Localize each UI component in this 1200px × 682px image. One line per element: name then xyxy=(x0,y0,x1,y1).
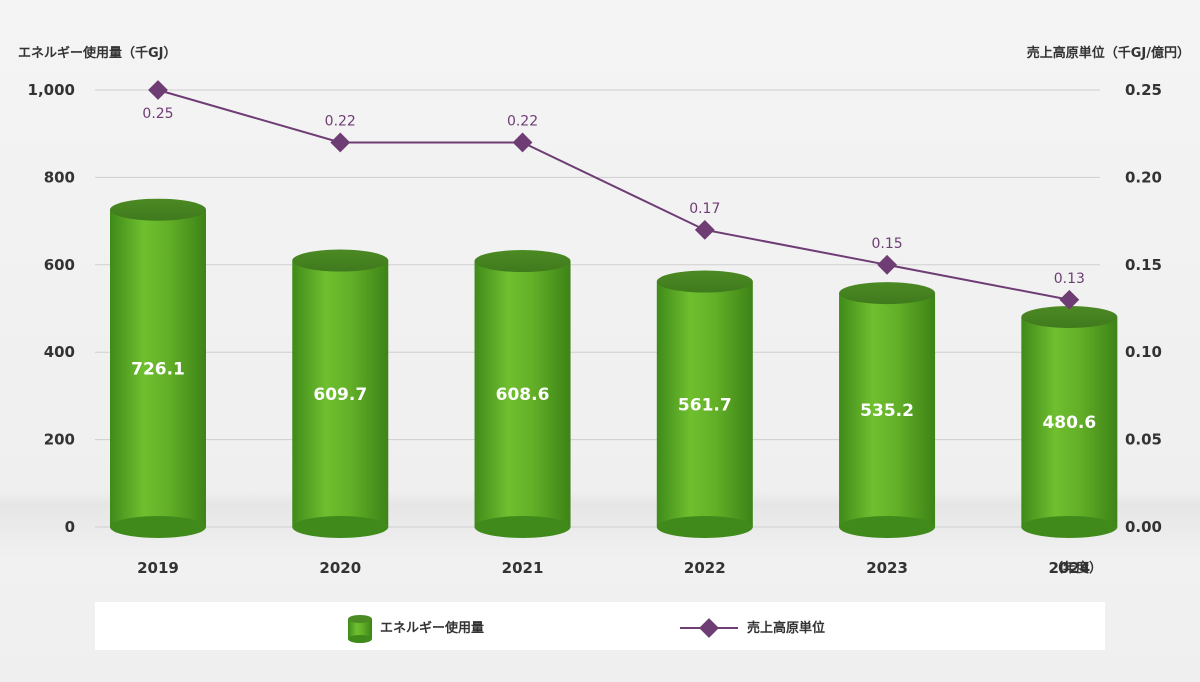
left-axis-title: エネルギー使用量（千GJ） xyxy=(18,45,177,61)
bar-2021: 608.6 xyxy=(474,250,571,538)
bar-value-label: 608.6 xyxy=(496,385,550,405)
bar-value-label: 609.7 xyxy=(313,385,367,405)
right-axis: 0.00 0.05 0.10 0.15 0.20 0.25 xyxy=(1125,81,1162,536)
grid-lines xyxy=(95,89,1100,528)
legend-label-energy: エネルギー使用量 xyxy=(380,620,484,636)
x-tick-label: 2023 xyxy=(866,559,908,577)
x-tick-label: 2019 xyxy=(137,559,179,577)
left-tick-label: 200 xyxy=(44,431,75,449)
line-value-label: 0.15 xyxy=(871,236,902,252)
left-tick-label: 600 xyxy=(44,256,75,274)
bar-2024: 480.6 xyxy=(1021,305,1118,538)
legend-item-intensity: 売上高原単位 xyxy=(680,618,825,638)
line-point-2021 xyxy=(512,132,533,153)
legend: エネルギー使用量 売上高原単位 xyxy=(95,602,1105,650)
intensity-line xyxy=(157,89,1070,301)
legend-item-energy: エネルギー使用量 xyxy=(348,615,484,643)
left-tick-label: 400 xyxy=(44,343,75,361)
right-tick-label: 0.05 xyxy=(1125,431,1162,449)
left-tick-label: 800 xyxy=(44,168,75,186)
line-point-2024 xyxy=(1059,289,1080,310)
bar-value-label: 561.7 xyxy=(678,395,732,415)
line-value-label: 0.22 xyxy=(325,113,356,129)
line-value-label: 0.17 xyxy=(689,201,720,217)
right-axis-title: 売上高原単位（千GJ/億円） xyxy=(1027,45,1190,61)
x-tick-label: 2022 xyxy=(684,559,726,577)
x-axis-unit: （年度） xyxy=(1050,560,1102,576)
bar-series: 726.1 609.7 608.6 561.7 535.2 480.6 xyxy=(110,198,1118,538)
legend-cylinder-icon xyxy=(348,615,372,643)
bar-2019: 726.1 xyxy=(110,198,206,538)
line-series: 0.25 0.22 0.22 0.17 0.15 0.13 xyxy=(142,80,1085,310)
right-tick-label: 0.15 xyxy=(1125,256,1162,274)
bar-value-label: 480.6 xyxy=(1042,413,1096,433)
line-point-2023 xyxy=(877,254,897,275)
bar-2020: 609.7 xyxy=(292,249,389,538)
x-tick-label: 2021 xyxy=(502,559,544,577)
line-value-label: 0.13 xyxy=(1054,271,1085,287)
line-point-2020 xyxy=(330,132,351,153)
right-tick-label: 0.25 xyxy=(1125,81,1162,99)
legend-diamond-icon xyxy=(699,618,719,638)
left-tick-label: 1,000 xyxy=(28,81,75,99)
right-tick-label: 0.00 xyxy=(1125,518,1162,536)
line-value-label: 0.25 xyxy=(142,106,173,122)
right-tick-label: 0.10 xyxy=(1125,343,1162,361)
bar-2023: 535.2 xyxy=(839,282,936,538)
line-point-2022 xyxy=(694,219,715,240)
line-value-label: 0.22 xyxy=(507,113,538,129)
left-axis: 0 200 400 600 800 1,000 xyxy=(28,81,75,536)
left-tick-label: 0 xyxy=(65,518,75,536)
x-axis: 2019 2020 2021 2022 2023 2024 xyxy=(137,559,1090,577)
x-tick-label: 2020 xyxy=(319,559,361,577)
right-tick-label: 0.20 xyxy=(1125,168,1162,186)
bar-value-label: 726.1 xyxy=(131,359,185,379)
bar-2022: 561.7 xyxy=(656,270,753,538)
x-tick-label: 2024 xyxy=(1048,559,1090,577)
legend-label-intensity: 売上高原単位 xyxy=(747,620,825,636)
line-point-2019 xyxy=(148,80,168,100)
bar-value-label: 535.2 xyxy=(860,401,914,421)
